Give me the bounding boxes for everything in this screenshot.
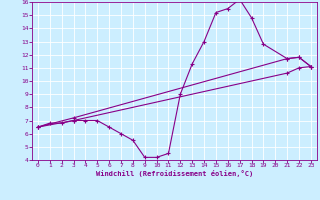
X-axis label: Windchill (Refroidissement éolien,°C): Windchill (Refroidissement éolien,°C) bbox=[96, 170, 253, 177]
